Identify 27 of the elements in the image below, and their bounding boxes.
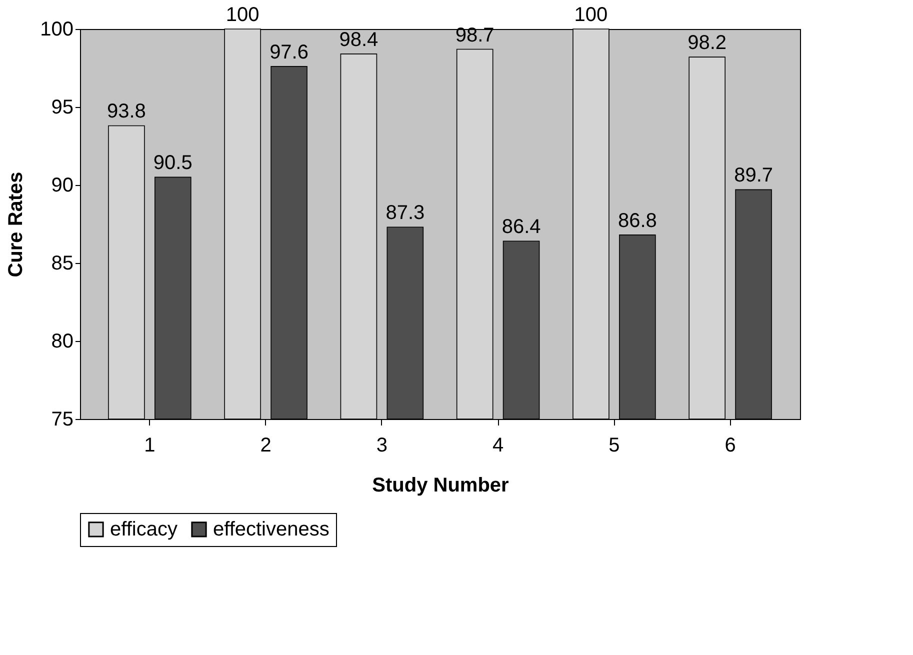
x-tick-label: 6	[724, 434, 736, 456]
y-tick-label: 95	[51, 96, 74, 118]
data-label: 98.4	[339, 28, 378, 51]
y-axis-title: Cure Rates	[5, 172, 28, 278]
legend-label: effectiveness	[213, 518, 330, 540]
y-tick-label: 100	[40, 18, 74, 40]
x-tick-label: 1	[144, 434, 156, 456]
x-tick-label: 4	[492, 434, 504, 456]
legend-label: efficacy	[110, 518, 178, 540]
x-tick-label: 3	[376, 434, 388, 456]
y-tick-label: 80	[51, 330, 74, 352]
data-label: 100	[226, 4, 260, 26]
data-label: 90.5	[153, 152, 192, 174]
data-label: 89.7	[734, 164, 774, 187]
data-label: 98.2	[688, 32, 727, 54]
data-label: 100	[574, 4, 608, 26]
data-label: 86.8	[618, 210, 657, 232]
x-tick-label: 5	[608, 434, 620, 456]
x-tick-label: 2	[260, 434, 272, 456]
y-tick-label: 85	[51, 252, 74, 274]
y-tick-label: 75	[51, 408, 74, 430]
x-axis-title: Study Number	[372, 474, 510, 496]
data-label: 93.8	[106, 100, 146, 123]
y-tick-label: 90	[51, 174, 74, 196]
data-label: 87.3	[386, 202, 425, 224]
data-label: 86.4	[502, 216, 541, 238]
data-label: 97.6	[270, 41, 308, 64]
